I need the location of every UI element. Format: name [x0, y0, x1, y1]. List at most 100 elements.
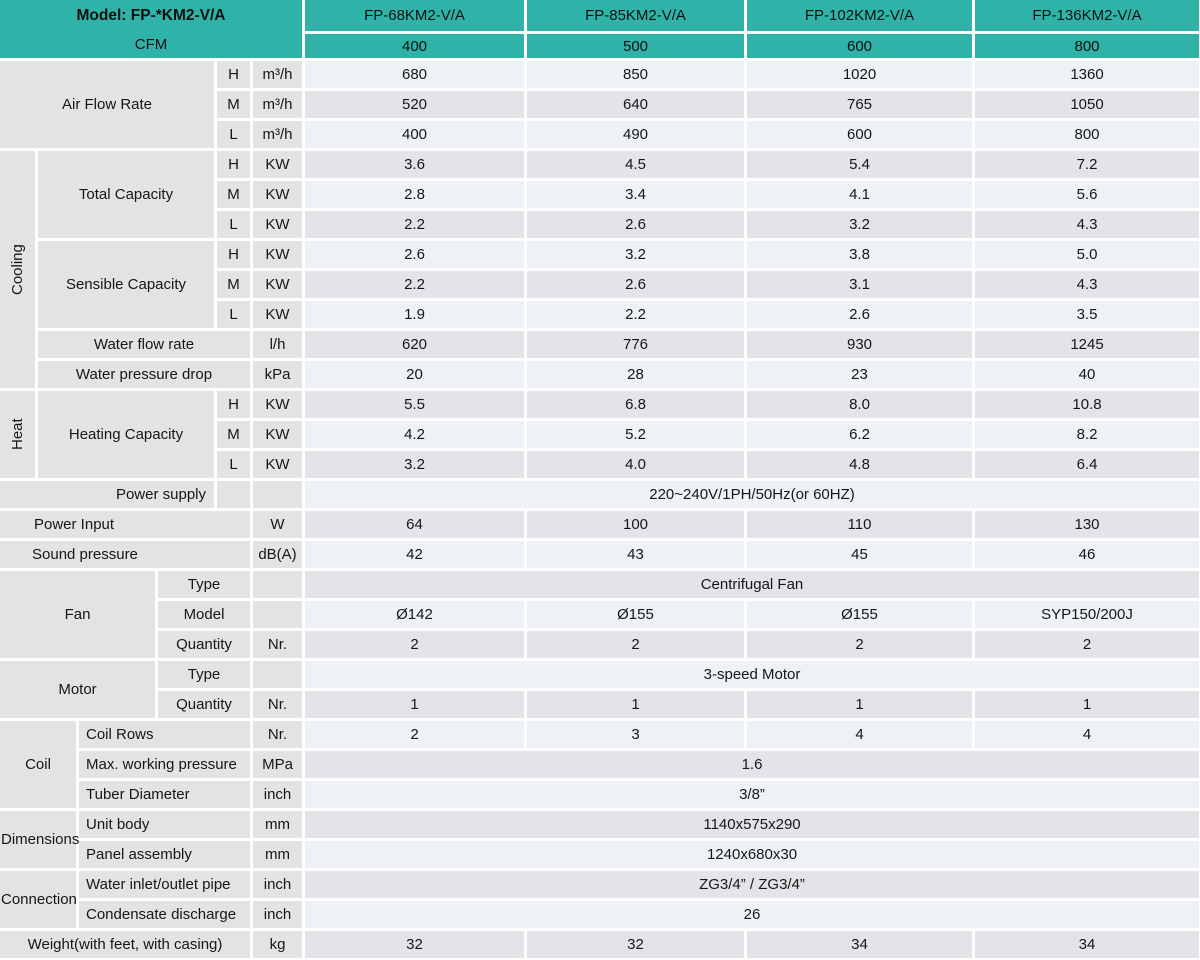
value-cell: 680	[305, 61, 524, 88]
value-cell: 3.4	[527, 181, 744, 208]
value-cell: SYP150/200J	[975, 601, 1199, 628]
value-cell: 776	[527, 331, 744, 358]
value-cell: 640	[527, 91, 744, 118]
value-cell: 32	[527, 931, 744, 958]
empty-cell	[253, 571, 302, 598]
value-cell: 4	[747, 721, 972, 748]
unit-cell: KW	[253, 421, 302, 448]
unit-cell: KW	[253, 181, 302, 208]
value-cell: 1360	[975, 61, 1199, 88]
unit-cell: inch	[253, 901, 302, 928]
air-flow-rate-label: Air Flow Rate	[0, 61, 214, 148]
column-header: FP-102KM2-V/A	[747, 0, 972, 31]
value-cell: 765	[747, 91, 972, 118]
value-cell: 1	[975, 691, 1199, 718]
coil-label: Coil	[0, 721, 76, 808]
speed-cell: M	[217, 271, 250, 298]
value-cell: 100	[527, 511, 744, 538]
unit-body-label: Unit body	[79, 811, 250, 838]
value-cell: 1050	[975, 91, 1199, 118]
unit-cell: Nr.	[253, 631, 302, 658]
value-cell: 6.4	[975, 451, 1199, 478]
power-supply-label: Power supply	[0, 481, 214, 508]
value-cell: 1240x680x30	[305, 841, 1199, 868]
unit-cell: KW	[253, 241, 302, 268]
value-cell: 2.2	[527, 301, 744, 328]
value-cell: 64	[305, 511, 524, 538]
cfm-value: 800	[975, 34, 1199, 58]
dimensions-label: Dimensions	[0, 811, 79, 868]
heating-capacity-label: Heating Capacity	[38, 391, 214, 478]
value-cell: 5.5	[305, 391, 524, 418]
unit-cell: W	[253, 511, 302, 538]
value-cell: 6.2	[747, 421, 972, 448]
value-cell: 32	[305, 931, 524, 958]
speed-cell: M	[217, 91, 250, 118]
fan-type-label: Type	[158, 571, 250, 598]
unit-cell: m³/h	[253, 91, 302, 118]
value-cell: 4.8	[747, 451, 972, 478]
value-cell: 110	[747, 511, 972, 538]
unit-cell: KW	[253, 301, 302, 328]
value-cell: 4.1	[747, 181, 972, 208]
value-cell: 2	[975, 631, 1199, 658]
unit-cell: l/h	[253, 331, 302, 358]
value-cell: 43	[527, 541, 744, 568]
cfm-value: 600	[747, 34, 972, 58]
unit-cell: KW	[253, 391, 302, 418]
value-cell: 520	[305, 91, 524, 118]
value-cell: 2.6	[305, 241, 524, 268]
value-cell: 1	[527, 691, 744, 718]
value-cell: 1020	[747, 61, 972, 88]
value-cell: 4.3	[975, 211, 1199, 238]
value-cell: 23	[747, 361, 972, 388]
value-cell: 46	[975, 541, 1199, 568]
column-header: FP-136KM2-V/A	[975, 0, 1199, 31]
model-header: Model: FP-*KM2-V/A CFM	[0, 0, 302, 58]
value-cell: 45	[747, 541, 972, 568]
value-cell: 490	[527, 121, 744, 148]
value-cell: 3.1	[747, 271, 972, 298]
cfm-value: 400	[305, 34, 524, 58]
value-cell: 400	[305, 121, 524, 148]
value-cell: 28	[527, 361, 744, 388]
value-cell: 620	[305, 331, 524, 358]
value-cell: 1245	[975, 331, 1199, 358]
water-pressure-drop-label: Water pressure drop	[38, 361, 250, 388]
value-cell: 1	[747, 691, 972, 718]
value-cell: 1.9	[305, 301, 524, 328]
unit-cell: Nr.	[253, 721, 302, 748]
cfm-label: CFM	[134, 36, 168, 53]
fan-label: Fan	[0, 571, 155, 658]
value-cell: 34	[975, 931, 1199, 958]
coil-rows-label: Coil Rows	[79, 721, 250, 748]
value-cell: 3.2	[527, 241, 744, 268]
value-cell: 130	[975, 511, 1199, 538]
unit-cell: KW	[253, 271, 302, 298]
unit-cell: m³/h	[253, 61, 302, 88]
connection-label: Connection	[0, 871, 77, 928]
model-label: Model: FP-*KM2-V/A	[76, 6, 226, 24]
water-inlet-outlet-pipe-label: Water inlet/outlet pipe	[79, 871, 250, 898]
value-cell: 3.2	[747, 211, 972, 238]
unit-cell: KW	[253, 451, 302, 478]
empty-cell	[217, 481, 250, 508]
sound-pressure-label: Sound pressure	[0, 541, 250, 568]
value-cell: Centrifugal Fan	[305, 571, 1199, 598]
unit-cell: mm	[253, 841, 302, 868]
speed-cell: L	[217, 121, 250, 148]
unit-cell: inch	[253, 781, 302, 808]
value-cell: 34	[747, 931, 972, 958]
power-input-label: Power Input	[0, 511, 250, 538]
value-cell: Ø155	[747, 601, 972, 628]
value-cell: 5.0	[975, 241, 1199, 268]
unit-cell: dB(A)	[253, 541, 302, 568]
column-header: FP-85KM2-V/A	[527, 0, 744, 31]
value-cell: 4.0	[527, 451, 744, 478]
value-cell: 4.3	[975, 271, 1199, 298]
value-cell: 3.8	[747, 241, 972, 268]
value-cell: ZG3/4” / ZG3/4”	[305, 871, 1199, 898]
speed-cell: M	[217, 181, 250, 208]
value-cell: 2	[305, 631, 524, 658]
sensible-capacity-label: Sensible Capacity	[38, 241, 214, 328]
